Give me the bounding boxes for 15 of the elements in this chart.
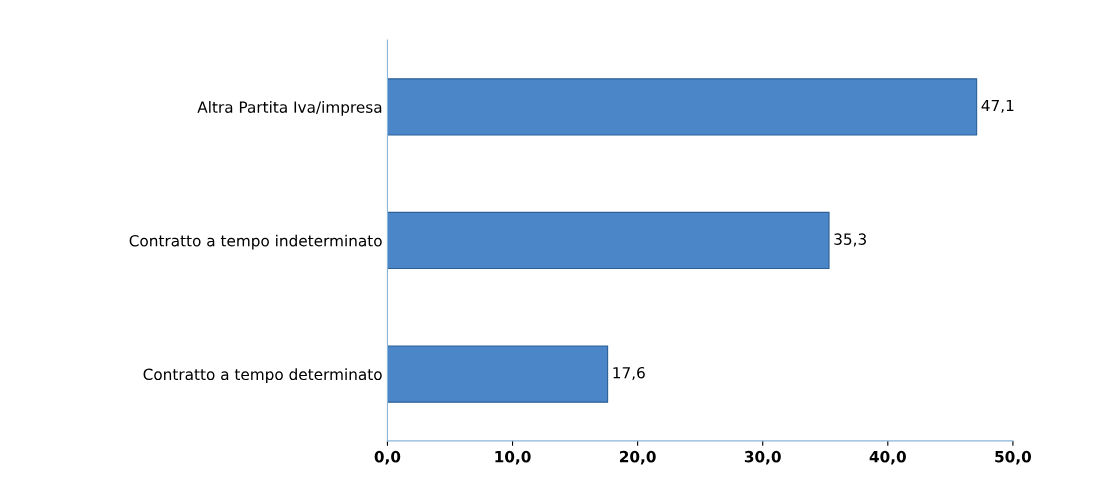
bar <box>387 78 978 136</box>
data-label: 47,1 <box>981 99 1014 113</box>
data-label: 35,3 <box>834 233 866 247</box>
x-tick-label: 20,0 <box>619 450 656 465</box>
bar <box>387 345 609 403</box>
bar <box>387 211 830 270</box>
y-tick-label: Contratto a tempo determinato <box>143 368 382 384</box>
x-tick-label: 30,0 <box>744 450 781 465</box>
x-tick-label: 10,0 <box>495 450 531 465</box>
x-tick-label: 50,0 <box>995 450 1032 465</box>
x-tick-label: 40,0 <box>869 450 906 465</box>
x-tick-label: 0,0 <box>374 450 401 465</box>
data-label: 17,6 <box>613 366 645 381</box>
y-tick-label: Altra Partita Iva/impresa <box>197 101 382 116</box>
y-tick-label: Contratto a tempo indeterminato <box>129 234 382 250</box>
